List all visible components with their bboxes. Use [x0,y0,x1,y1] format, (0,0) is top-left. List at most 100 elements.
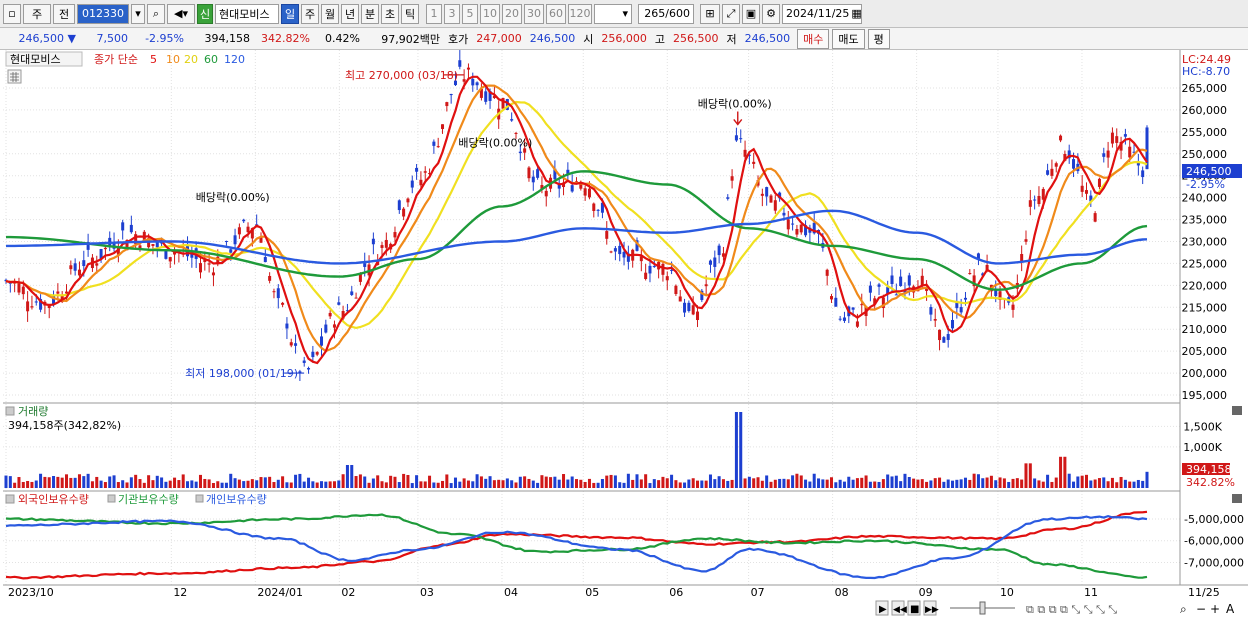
interval-custom-select[interactable]: ▾ [594,3,632,24]
candle-body [311,351,315,358]
interval-20[interactable]: 20 [502,3,522,24]
volume-bar [938,477,942,488]
candle-body [596,209,600,211]
search-icon[interactable]: ⌕ [147,3,165,24]
interval-1[interactable]: 1 [426,3,442,24]
volume-bar [380,481,384,488]
zoom-in-icon[interactable]: + [1210,602,1220,616]
period-week[interactable]: 주 [301,3,319,24]
volume-bar [4,475,8,488]
volume-bar [704,480,708,488]
period-minute[interactable]: 분 [361,3,379,24]
gear-icon[interactable]: ⚙ [762,3,780,24]
volume-bar [877,481,881,488]
candle-body [773,200,777,211]
candle-body [925,288,929,291]
volume-pane-close-icon[interactable] [1232,406,1242,415]
layout-icon[interactable]: ▫ [3,3,21,24]
font-size-icon[interactable]: A [1226,602,1235,616]
date-value: 2024/11/25 [786,7,850,20]
candle-body [812,222,816,234]
eval-button[interactable]: 평 [867,28,890,49]
save-icon[interactable]: ▣ [742,3,760,24]
scroll-right-button[interactable] [875,600,889,616]
candle-body [484,91,488,102]
date-field[interactable]: 2024/11/25 ▦ [782,3,862,24]
volume-bar [1102,477,1106,488]
zoom-search-icon[interactable]: ⌕ [1180,602,1187,616]
scope-select[interactable]: 전 [53,3,75,24]
stop-button[interactable] [907,600,921,616]
interval-3[interactable]: 3 [444,3,460,24]
candle-body [505,99,509,110]
volume-bar [510,480,514,488]
stock-title-box[interactable] [5,51,83,67]
volume-bar [670,474,674,488]
candle-body [795,229,799,235]
crosshair-icon[interactable]: ⊞ [700,3,720,24]
forward-button[interactable] [923,600,937,616]
candle-body [570,185,574,192]
x-tick-label: 2023/10 [8,586,54,599]
volume-bar [687,479,691,488]
table-toggle-icon[interactable] [7,69,22,84]
candle-body [592,203,596,211]
quote-change: 7,500 [96,32,129,45]
volume-bar [224,482,228,488]
interval-10[interactable]: 10 [480,3,500,24]
period-day[interactable]: 일 [281,3,299,24]
volume-bar [229,473,233,488]
interval-120[interactable]: 120 [568,3,592,24]
volume-bar [237,479,241,488]
candle-body [125,240,129,251]
volume-pane-icon[interactable] [5,406,15,416]
calendar-icon[interactable]: ▦ [851,7,862,20]
zoom-slider-handle[interactable] [979,601,986,615]
holding-pane-close-icon[interactable] [1232,494,1242,503]
period-month[interactable]: 월 [321,3,339,24]
quote-volume-ratio: 342.82% [261,32,310,45]
interval-5[interactable]: 5 [462,3,478,24]
volume-bar [95,476,99,488]
volume-bar [1076,476,1080,488]
period-year[interactable]: 년 [341,3,359,24]
volume-bar [1046,474,1050,488]
volume-bar [384,482,388,488]
volume-bar [389,475,393,488]
rewind-button[interactable] [891,600,905,616]
volume-bar [1136,479,1140,488]
last-volume-marker [1182,463,1230,475]
candle-body [782,212,786,216]
draw-tool-icon[interactable]: ⤢ [722,3,740,24]
volume-bar [268,476,272,488]
period-second[interactable]: 초 [381,3,399,24]
zoom-out-icon[interactable]: − [1196,602,1206,616]
ma5-legend: 5 [150,53,157,66]
count-field[interactable]: 265/600 [638,3,694,24]
interval-30[interactable]: 30 [524,3,544,24]
volume-bar [817,478,821,488]
interval-60[interactable]: 60 [546,3,566,24]
candle-body [488,91,492,101]
volume-bar [782,478,786,488]
market-select[interactable]: 주 [23,3,51,24]
sell-button[interactable]: 매도 [832,28,865,49]
holding-pane-icon[interactable] [5,494,15,504]
buy-button[interactable]: 매수 [797,28,830,49]
candle-body [1067,150,1071,159]
tool-icons[interactable]: ⧉ ⧉ ⧉ ⧉ ⤡ ⤡ ⤡ ⤡ [1026,603,1117,616]
stock-code-input[interactable]: 012330 [77,3,129,24]
volume-bar [657,480,661,488]
code-dropdown-icon[interactable]: ▾ [131,3,145,24]
candle-body [696,311,700,321]
scroll-controls: ▶ ◀◀ ■ ▶▶ ⧉ ⧉ ⧉ ⧉ ⤡ ⤡ ⤡ ⤡ ⌕ − + A [875,600,1235,616]
volume-bar [160,477,164,488]
candle-body [674,285,678,294]
period-tick[interactable]: 틱 [401,3,419,24]
candle-body [155,241,159,248]
sound-icon[interactable]: ◀▾ [167,3,195,24]
candle-body [613,248,617,252]
stock-chart[interactable]: 265,000260,000255,000250,000245,000240,0… [0,50,1248,621]
volume-bar [458,481,462,488]
candle-body [955,302,959,309]
